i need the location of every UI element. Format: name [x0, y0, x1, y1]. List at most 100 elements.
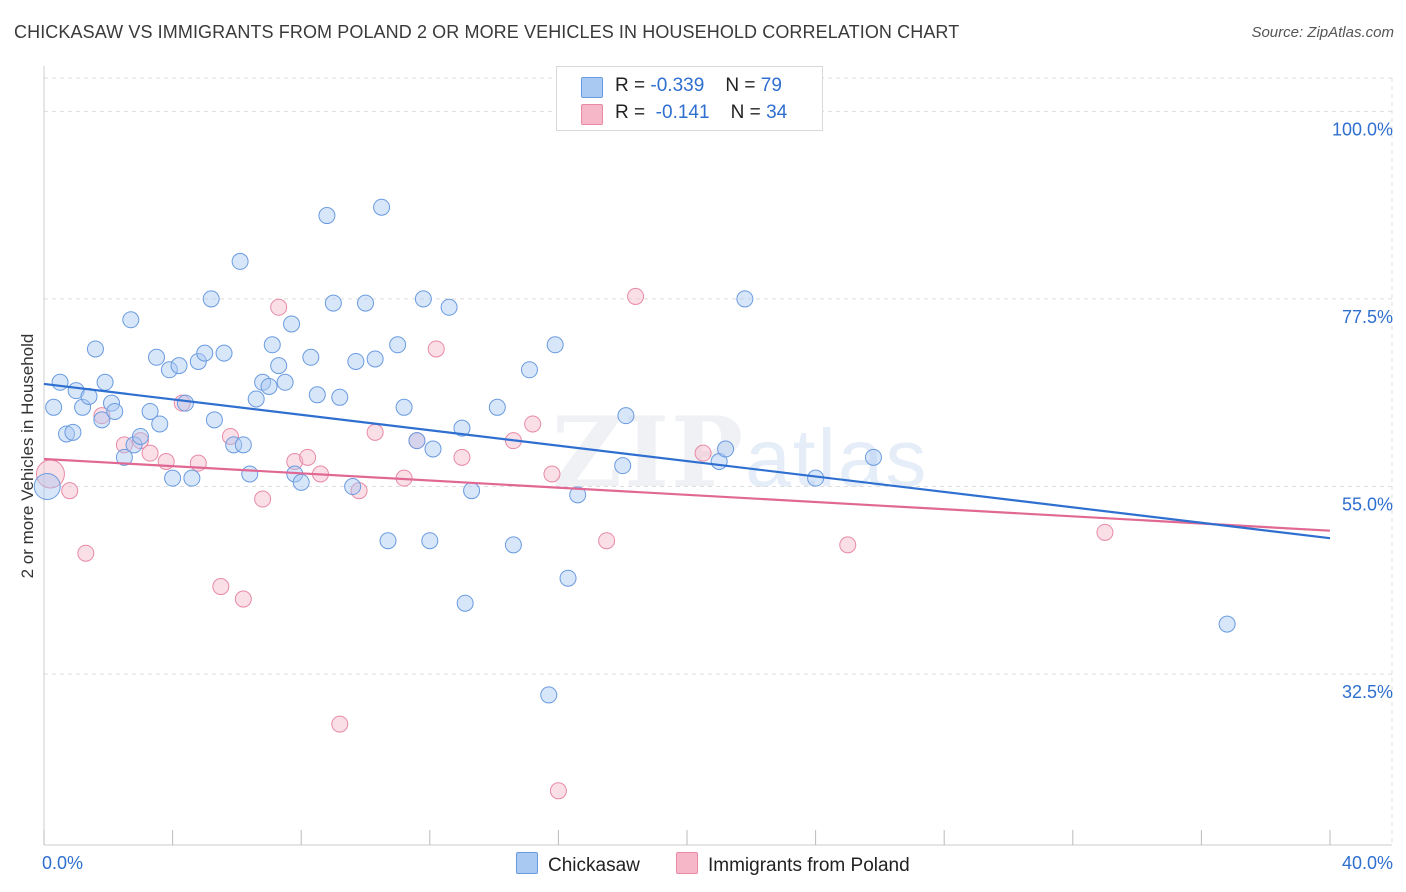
data-point-poland — [254, 490, 272, 508]
data-point-chickasaw — [241, 465, 259, 483]
x-tick-label-max: 40.0% — [1342, 853, 1393, 873]
data-point-chickasaw — [540, 686, 558, 704]
data-point-chickasaw — [164, 469, 182, 487]
data-point-chickasaw — [93, 411, 111, 429]
axes — [43, 66, 1392, 846]
data-point-chickasaw — [247, 390, 265, 408]
data-point-poland — [299, 448, 317, 466]
data-point-poland — [234, 590, 252, 608]
data-point-poland — [694, 444, 712, 462]
legend-text-poland: R = -0.141 N = 34 — [615, 102, 787, 124]
data-point-chickasaw — [131, 427, 149, 445]
data-point-chickasaw — [440, 298, 458, 316]
data-point-chickasaw — [614, 457, 632, 475]
data-point-chickasaw — [395, 398, 413, 416]
data-point-chickasaw — [347, 352, 365, 370]
data-point-poland — [77, 544, 95, 562]
legend-r-label: R = — [615, 75, 646, 96]
legend-n-value: 79 — [760, 75, 782, 96]
data-point-chickasaw — [379, 532, 397, 550]
data-point-chickasaw — [96, 373, 114, 391]
legend-n-label: N = — [730, 102, 761, 123]
trend-line-chickasaw — [43, 382, 1331, 540]
data-point-chickasaw — [215, 344, 233, 362]
series-chickasaw-points — [33, 198, 1236, 704]
data-point-chickasaw — [373, 198, 391, 216]
data-point-chickasaw — [318, 207, 336, 225]
legend-swatch-poland — [581, 104, 603, 125]
data-point-poland — [366, 423, 384, 441]
data-point-chickasaw — [414, 290, 432, 308]
data-point-chickasaw — [270, 357, 288, 375]
legend-n-label: N = — [725, 75, 756, 96]
chart-title: CHICKASAW VS IMMIGRANTS FROM POLAND 2 OR… — [14, 22, 960, 42]
bottom-legend-chickasaw: Chickasaw — [516, 852, 640, 877]
bottom-legend-swatch-chickasaw — [516, 852, 538, 874]
data-point-chickasaw — [141, 402, 159, 420]
correlation-legend: R = -0.339 N = 79 R = -0.141 N = 34 — [556, 66, 823, 131]
data-point-chickasaw — [504, 536, 522, 554]
data-point-chickasaw — [74, 398, 92, 416]
data-point-chickasaw — [864, 448, 882, 466]
data-point-chickasaw — [617, 407, 635, 425]
data-point-chickasaw — [276, 373, 294, 391]
watermark-atlas: atlas — [745, 413, 929, 504]
data-point-poland — [524, 415, 542, 433]
data-point-chickasaw — [115, 448, 133, 466]
data-point-chickasaw — [231, 252, 249, 270]
data-point-poland — [1096, 523, 1114, 541]
data-point-poland — [93, 407, 111, 425]
data-point-chickasaw — [225, 436, 243, 454]
data-point-chickasaw — [357, 294, 374, 312]
data-point-chickasaw — [106, 402, 124, 420]
data-point-chickasaw — [170, 357, 188, 375]
data-point-chickasaw — [324, 294, 342, 312]
data-point-poland — [115, 436, 133, 454]
data-point-poland — [331, 715, 349, 733]
legend-text-chickasaw: R = -0.339 N = 79 — [615, 75, 782, 97]
y-axis-label: 2 or more Vehicles in Household — [18, 333, 37, 579]
data-point-chickasaw — [176, 394, 194, 412]
data-point-chickasaw — [546, 336, 564, 354]
source-label: Source: ZipAtlas.com — [1251, 24, 1394, 41]
y-tick-label: 100.0% — [1332, 119, 1393, 139]
legend-swatch-chickasaw — [581, 77, 603, 98]
bottom-legend-swatch-poland — [676, 852, 698, 874]
data-point-poland — [270, 298, 288, 316]
data-point-chickasaw — [33, 473, 61, 501]
data-point-chickasaw — [51, 373, 69, 391]
legend-r-value: -0.141 — [655, 102, 710, 123]
series-poland-points — [35, 287, 1114, 800]
data-point-poland — [549, 782, 567, 800]
data-point-poland — [286, 453, 304, 470]
data-point-poland — [543, 465, 561, 483]
data-point-chickasaw — [263, 336, 281, 354]
data-point-chickasaw — [58, 425, 76, 443]
data-point-chickasaw — [151, 415, 169, 433]
data-point-chickasaw — [424, 440, 442, 458]
trend-line-poland — [43, 457, 1331, 532]
data-point-chickasaw — [569, 486, 587, 504]
legend-r-label: R = — [615, 102, 646, 123]
data-point-chickasaw — [302, 348, 320, 366]
data-point-poland — [627, 287, 645, 305]
bottom-legend-label-poland: Immigrants from Poland — [708, 855, 910, 876]
data-point-chickasaw — [344, 478, 362, 496]
data-point-chickasaw — [366, 350, 384, 368]
data-point-chickasaw — [308, 386, 326, 404]
legend-r-value: -0.339 — [650, 75, 705, 96]
data-point-chickasaw — [1218, 615, 1236, 633]
data-point-chickasaw — [331, 388, 349, 406]
data-point-poland — [212, 578, 230, 596]
data-point-chickasaw — [86, 340, 104, 358]
data-point-chickasaw — [559, 569, 577, 587]
data-point-poland — [839, 536, 857, 554]
data-point-chickasaw — [160, 361, 178, 379]
trend-lines — [43, 382, 1331, 540]
data-point-chickasaw — [717, 440, 735, 458]
bottom-legend-label-chickasaw: Chickasaw — [548, 855, 640, 876]
data-point-poland — [427, 340, 445, 358]
data-point-chickasaw — [736, 290, 754, 308]
data-point-chickasaw — [389, 336, 407, 354]
